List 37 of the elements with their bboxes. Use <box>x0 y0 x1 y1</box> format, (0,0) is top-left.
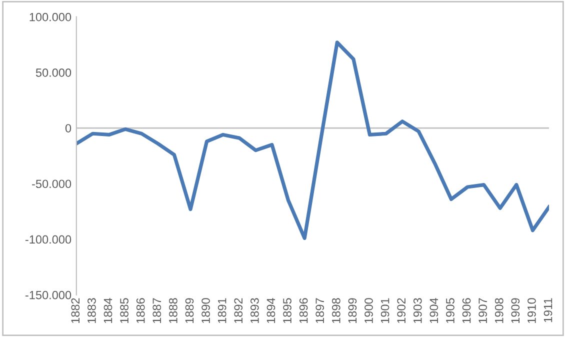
x-tick-label: 1909 <box>511 298 520 324</box>
x-tick-label: 1885 <box>120 298 128 324</box>
y-tick-label: 100.000 <box>30 12 72 22</box>
x-tick-label: 1905 <box>446 298 454 324</box>
x-tick-label: 1900 <box>364 298 373 324</box>
x-tick-label: 1893 <box>250 298 259 324</box>
x-tick-label: 1888 <box>169 298 178 324</box>
x-tick-label: 1894 <box>266 298 276 324</box>
x-tick-label: 1907 <box>478 298 487 324</box>
x-tick-label: 1910 <box>528 298 536 324</box>
x-tick-label: 1890 <box>202 298 210 324</box>
y-tick-label: -100.000 <box>25 235 72 244</box>
x-tick-label: 1908 <box>494 298 504 324</box>
x-tick-label: 1901 <box>380 298 390 324</box>
x-tick-label: 1892 <box>234 298 243 324</box>
x-tick-label: 1903 <box>413 298 422 324</box>
x-tick-label: 1899 <box>348 298 357 324</box>
x-tick-label: 1896 <box>299 298 308 324</box>
x-tick-label: 1898 <box>332 298 340 324</box>
x-tick-label: 1911 <box>544 298 552 322</box>
y-tick-label: 50.000 <box>36 68 72 77</box>
x-tick-label: 1891 <box>218 298 226 324</box>
x-tick-label: 1897 <box>316 298 324 324</box>
x-tick-label: 1884 <box>104 298 112 324</box>
x-tick-label: 1904 <box>430 298 438 324</box>
x-tick-label: 1895 <box>283 298 292 324</box>
y-tick-label: -150.000 <box>25 290 72 300</box>
x-tick-label: 1887 <box>152 298 162 324</box>
line-series <box>76 40 550 240</box>
y-tick-label: -50.000 <box>32 180 72 188</box>
x-tick-label: 1889 <box>185 298 194 324</box>
x-tick-label: 1902 <box>397 298 406 324</box>
y-tick-label: 0 <box>65 124 72 132</box>
x-tick-label: 1886 <box>136 298 145 324</box>
x-tick-label: 1883 <box>88 298 96 324</box>
x-tick-label: 1882 <box>71 298 80 324</box>
x-tick-label: 1906 <box>462 298 471 324</box>
